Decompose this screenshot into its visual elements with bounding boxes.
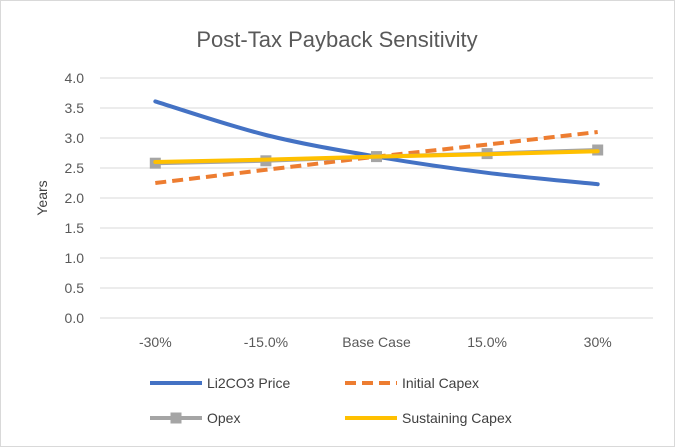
y-tick-label: 2.5 — [65, 160, 85, 176]
series-lines — [149, 99, 604, 187]
y-tick-label: 3.5 — [65, 100, 85, 116]
y-tick-label: 4.0 — [65, 70, 85, 86]
legend-label: Initial Capex — [402, 375, 479, 391]
legend-label: Li2CO3 Price — [207, 375, 290, 391]
x-tick-label: Base Case — [342, 334, 411, 350]
y-tick-label: 2.0 — [65, 190, 85, 206]
legend-item-initial-capex: Initial Capex — [345, 375, 479, 391]
legend: Li2CO3 Price Initial Capex Opex Sustaining … — [150, 375, 512, 426]
chart-title: Post-Tax Payback Sensitivity — [196, 27, 477, 52]
legend-label: Opex — [207, 410, 240, 426]
y-tick-label: 3.0 — [65, 130, 85, 146]
y-tick-labels: 0.0 0.5 1.0 1.5 2.0 2.5 3.0 3.5 4.0 — [65, 70, 85, 326]
legend-label: Sustaining Capex — [402, 410, 512, 426]
x-tick-label: 30% — [584, 334, 612, 350]
x-tick-label: -30% — [139, 334, 172, 350]
x-tick-label: -15.0% — [244, 334, 288, 350]
y-tick-label: 1.5 — [65, 220, 85, 236]
y-tick-label: 0.0 — [65, 310, 85, 326]
legend-item-opex: Opex — [150, 410, 240, 426]
legend-marker — [170, 412, 182, 424]
grid-lines — [100, 77, 653, 319]
x-tick-label: 15.0% — [467, 334, 507, 350]
y-axis-label: Years — [34, 180, 50, 215]
series-line-li2co3-price — [153, 99, 600, 187]
y-tick-label: 1.0 — [65, 250, 85, 266]
x-tick-labels: -30% -15.0% Base Case 15.0% 30% — [139, 334, 612, 350]
legend-item-li2co3-price: Li2CO3 Price — [150, 375, 290, 391]
legend-item-sustaining-capex: Sustaining Capex — [345, 410, 512, 426]
y-tick-label: 0.5 — [65, 280, 85, 296]
series-line-sustaining-capex — [153, 149, 600, 164]
